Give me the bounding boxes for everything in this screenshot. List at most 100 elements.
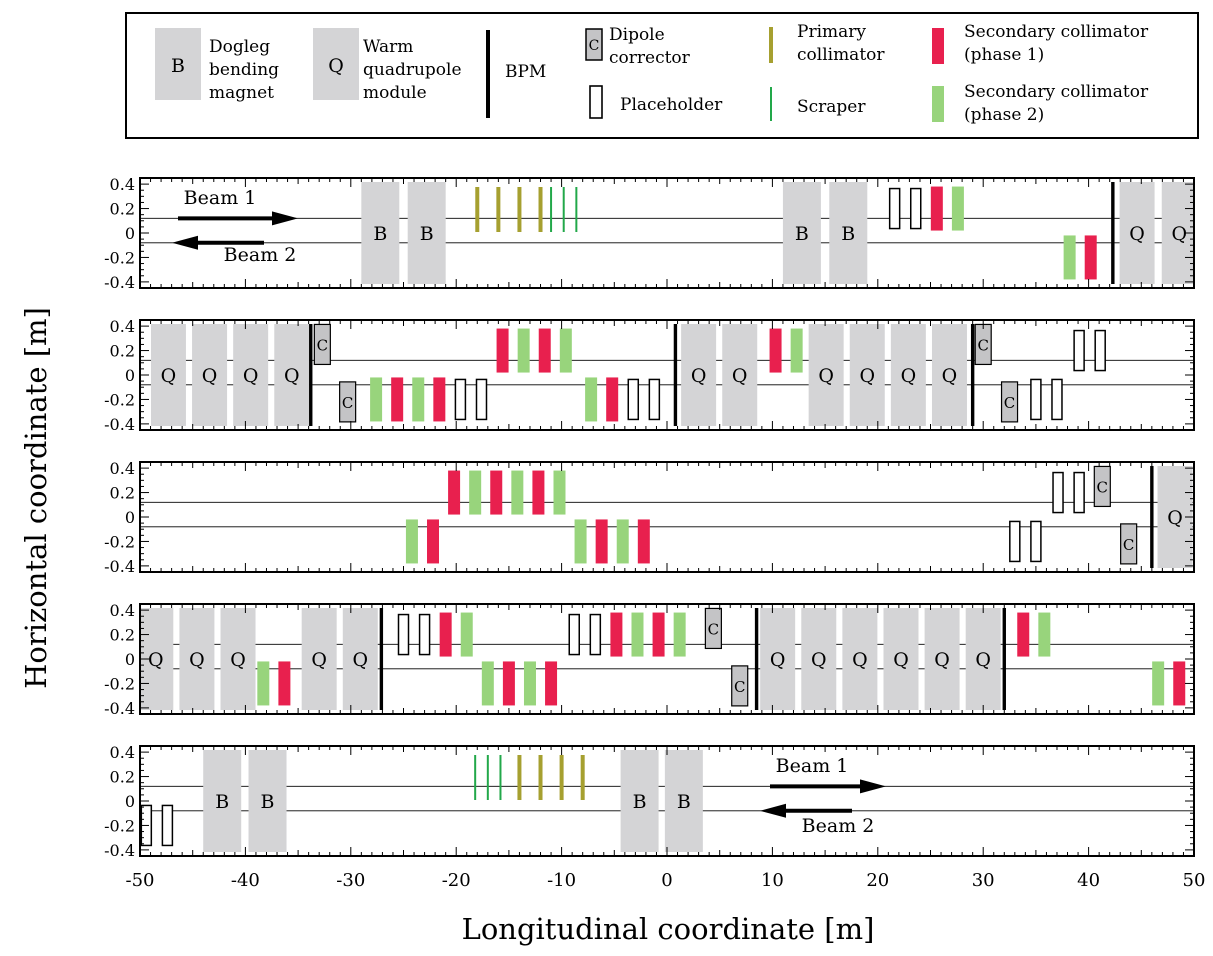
secondary-collimator-phase-1	[496, 328, 509, 373]
quadrupole-module-label: Q	[859, 365, 875, 387]
placeholder	[1030, 378, 1042, 421]
panel-3: C C Q 0.4 0.2 0 -0.2 -0.4	[104, 459, 1195, 576]
legend-sec1-swatch	[932, 28, 944, 64]
secondary-collimator-phase-1	[1017, 612, 1030, 657]
dogleg-magnet-label: B	[261, 791, 275, 813]
x-tick-label: -50	[126, 870, 155, 891]
y-tick-label: 0.2	[110, 342, 135, 361]
dipole-corrector	[313, 323, 331, 366]
y-tick-label: 0.4	[110, 459, 135, 478]
placeholder	[909, 187, 922, 230]
quadrupole-module	[150, 324, 186, 426]
quadrupole-module-label: Q	[202, 365, 218, 387]
y-tick-label: -0.2	[104, 532, 135, 551]
quadrupole-module-label: Q	[942, 365, 958, 387]
panel-5: B B B B Beam 1 Beam 2 0.4 0.2 0 -0.2 -0.4	[104, 743, 1195, 860]
beam-2-label: Beam 2	[802, 815, 875, 837]
secondary-collimator-phase-1	[606, 377, 619, 422]
panel-1: B B B B Q Q Beam 1 Beam 2 0.4 0.2 0 -0.2 -0.4	[104, 175, 1195, 292]
quadrupole-module-label: Q	[1167, 507, 1183, 529]
y-tick-label: 0.4	[110, 743, 135, 762]
quadrupole-module	[849, 324, 885, 426]
secondary-collimator-phase-1	[545, 661, 558, 706]
dipole-corrector	[1120, 523, 1138, 565]
x-tick-label: -20	[442, 870, 471, 891]
placeholder	[1073, 471, 1085, 514]
legend-quad: Q Warm quadrupole module	[313, 28, 462, 103]
legend-primary-line-1: Primary	[797, 22, 866, 42]
dipole-corrector-label: C	[1123, 536, 1134, 554]
beam-1-arrow-head	[860, 779, 886, 794]
x-tick-label: -10	[547, 870, 576, 891]
dipole-corrector-label: C	[317, 336, 328, 354]
dogleg-magnet	[361, 182, 400, 284]
legend-placeholder: Placeholder	[589, 85, 723, 119]
legend-sec1-line-2: (phase 1)	[964, 45, 1044, 65]
y-tick-label: 0.2	[110, 768, 135, 787]
secondary-collimator-phase-1	[930, 186, 943, 231]
legend-corrector-line-1: Dipole	[609, 25, 665, 45]
placeholder	[1009, 520, 1021, 563]
quadrupole-module-label: Q	[770, 649, 786, 671]
secondary-collimator-phase-2	[511, 470, 524, 515]
legend-placeholder-swatch	[589, 85, 603, 119]
quadrupole-module	[924, 608, 960, 710]
dipole-corrector-label: C	[1004, 394, 1015, 412]
secondary-collimator-phase-1	[439, 612, 452, 657]
x-tick-label: 0	[661, 870, 672, 891]
y-tick-label: 0	[125, 508, 135, 527]
quadrupole-module-label: Q	[732, 365, 748, 387]
primary-collimator	[538, 187, 543, 232]
dipole-corrector-label: C	[708, 620, 719, 638]
x-tick-label: -30	[336, 870, 365, 891]
secondary-collimator-phase-2	[412, 377, 425, 422]
scraper	[474, 755, 477, 800]
x-tick-label: -40	[231, 870, 260, 891]
quadrupole-module	[1119, 182, 1155, 284]
secondary-collimator-phase-2	[574, 519, 587, 564]
secondary-collimator-phase-2	[370, 377, 383, 422]
quadrupole-module-label: Q	[818, 365, 834, 387]
y-tick-label: -0.4	[104, 841, 135, 860]
quadrupole-module-label: Q	[901, 365, 917, 387]
legend-quad-letter: Q	[328, 55, 344, 77]
quadrupole-module	[220, 608, 256, 710]
quadrupole-module-label: Q	[1171, 223, 1187, 245]
scraper	[550, 187, 553, 232]
dipole-corrector	[704, 607, 722, 650]
legend-dogleg-line-2: bending	[209, 60, 279, 80]
quadrupole-module-label: Q	[691, 365, 707, 387]
secondary-collimator-phase-2	[1063, 235, 1076, 280]
quadrupole-module	[681, 324, 717, 426]
legend-primary: Primary collimator	[769, 22, 885, 65]
legend-sec2-line-1: Secondary collimator	[964, 82, 1149, 102]
y-tick-label: 0.4	[110, 601, 135, 620]
legend-dogleg-line-3: magnet	[209, 83, 274, 103]
dipole-corrector-label: C	[342, 394, 353, 412]
quadrupole-module-label: Q	[284, 365, 300, 387]
y-axis-label: Horizontal coordinate [m]	[19, 307, 53, 689]
secondary-collimator-phase-1	[502, 661, 515, 706]
quadrupole-module	[760, 608, 796, 710]
secondary-collimator-phase-2	[559, 328, 572, 373]
primary-collimator	[517, 755, 522, 800]
secondary-collimator-phase-2	[673, 612, 686, 657]
y-tick-label: 0.2	[110, 484, 135, 503]
legend-corrector-line-2: corrector	[609, 48, 691, 68]
legend-quad-line-1: Warm	[363, 37, 413, 57]
legend-sec1: Secondary collimator (phase 1)	[932, 22, 1149, 65]
quadrupole-module	[883, 608, 919, 710]
primary-collimator	[475, 187, 480, 232]
dogleg-magnet	[620, 750, 659, 852]
legend-dogleg-line-1: Dogleg	[209, 37, 270, 57]
dipole-corrector-label: C	[977, 336, 988, 354]
beam-2-label: Beam 2	[224, 244, 297, 266]
legend-scraper: Scraper	[770, 87, 866, 121]
secondary-collimator-phase-1	[595, 519, 608, 564]
primary-collimator	[538, 755, 543, 800]
legend-corrector-letter: C	[589, 38, 600, 54]
